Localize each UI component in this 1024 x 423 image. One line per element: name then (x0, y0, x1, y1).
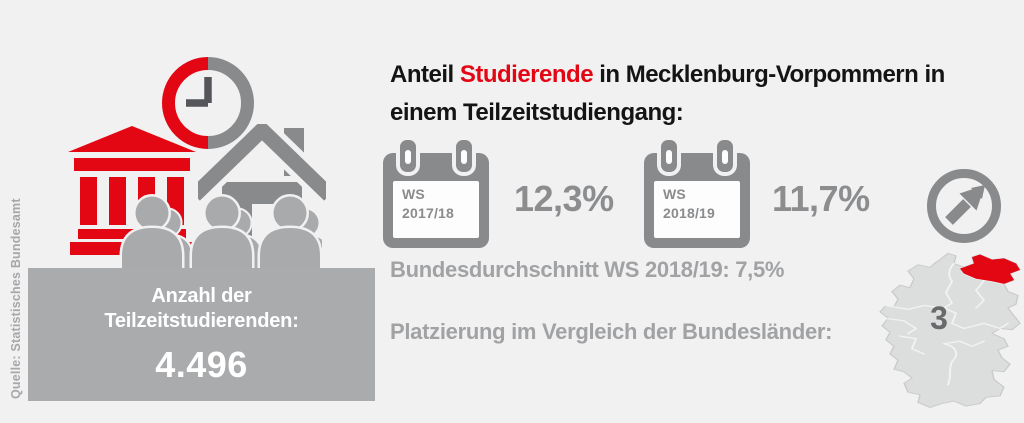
headline-line2: einem Teilzeitstudiengang: (390, 99, 684, 126)
calendar-panel (393, 181, 479, 238)
calendar-ring-icon (661, 140, 677, 172)
ranking-number: 3 (930, 300, 948, 336)
source-caption: Quelle: Statistisches Bundesamt (9, 198, 23, 399)
calendar-label: WS 2018/19 (663, 186, 716, 221)
summary-value: 4.496 (155, 344, 248, 385)
germany-map-icon (879, 252, 1021, 408)
student-group-icon (119, 194, 322, 269)
headline-line1: Anteil Studierende in Mecklenburg-Vorpom… (390, 61, 945, 88)
mecklenburg-vorpommern-region (960, 254, 1020, 284)
calendar-panel (654, 181, 740, 238)
summary-label-line1: Anzahl der (151, 285, 252, 307)
calendar-label: WS 2017/18 (402, 186, 455, 221)
value-ws-2017-18: 12,3% (514, 178, 614, 219)
summary-label-line2: Teilzeitstudierenden: (104, 310, 299, 332)
national-average-label: Bundesdurchschnitt WS 2018/19: 7,5% (390, 257, 785, 282)
calendar-ring-icon (456, 140, 472, 172)
trend-arrow-icon (927, 169, 1001, 243)
summary-box: Anzahl der Teilzeitstudierenden: 4.496 (28, 268, 375, 401)
ranking-label: Platzierung im Vergleich der Bundeslände… (390, 319, 833, 344)
calendar-ring-icon (717, 140, 733, 172)
value-ws-2018-19: 11,7% (772, 178, 870, 219)
calendar-icon-ws-2018-19: WS 2018/19 (644, 140, 750, 248)
calendar-icon-ws-2017-18: WS 2017/18 (383, 140, 489, 248)
headline-highlight: Studierende (459, 61, 594, 88)
half-red-clock-icon (160, 55, 256, 151)
headline: Anteil Studierende in Mecklenburg-Vorpom… (390, 56, 990, 132)
calendar-ring-icon (400, 140, 416, 172)
